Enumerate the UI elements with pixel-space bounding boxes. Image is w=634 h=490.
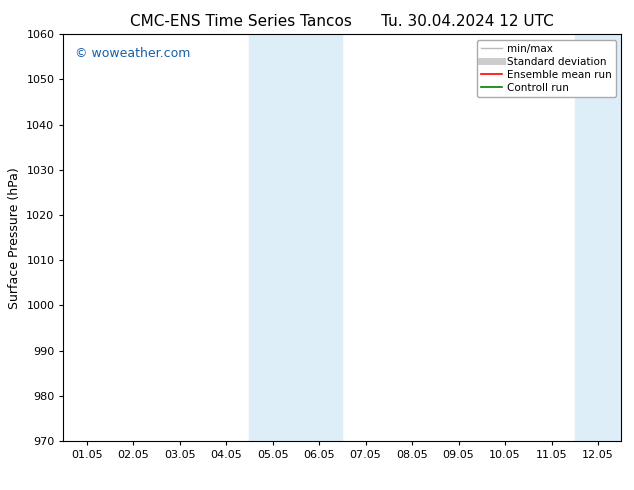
- Bar: [575, 34, 634, 441]
- Bar: [249, 34, 342, 441]
- Y-axis label: Surface Pressure (hPa): Surface Pressure (hPa): [8, 167, 21, 309]
- Legend: min/max, Standard deviation, Ensemble mean run, Controll run: min/max, Standard deviation, Ensemble me…: [477, 40, 616, 97]
- Text: © woweather.com: © woweather.com: [75, 47, 190, 59]
- Title: CMC-ENS Time Series Tancos      Tu. 30.04.2024 12 UTC: CMC-ENS Time Series Tancos Tu. 30.04.202…: [131, 14, 554, 29]
